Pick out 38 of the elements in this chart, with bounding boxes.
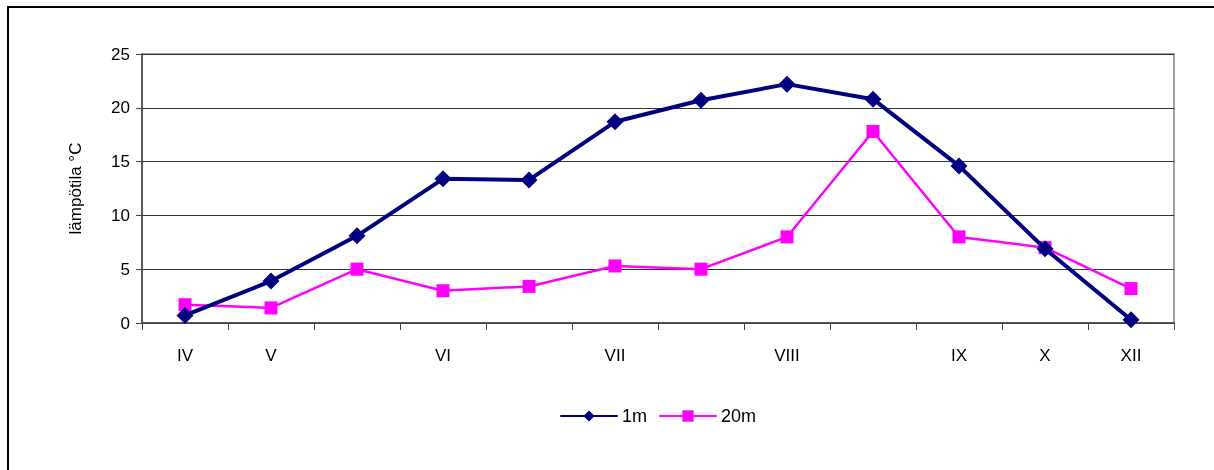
x-tick-label: V: [265, 346, 278, 365]
x-tick-label: IV: [176, 346, 194, 365]
point: [950, 157, 968, 175]
y-tick-label: 15: [111, 152, 130, 172]
y-tick-label: 0: [120, 313, 130, 333]
point: [608, 259, 622, 273]
point: [522, 279, 536, 293]
x-tick-label: VIII: [774, 346, 800, 365]
point: [1122, 311, 1140, 329]
legend-label: 1m: [622, 406, 648, 426]
point: [262, 272, 280, 290]
point: [606, 113, 624, 131]
y-tick-label: 25: [111, 44, 130, 64]
point: [520, 171, 538, 189]
point: [264, 301, 278, 315]
point: [780, 230, 794, 244]
y-axis-title: lämpötila °C: [66, 142, 85, 235]
point: [864, 90, 882, 108]
point: [1124, 282, 1138, 296]
legend-label: 20m: [721, 406, 757, 426]
point: [694, 262, 708, 276]
point: [348, 227, 366, 245]
point: [952, 230, 966, 244]
point: [692, 91, 710, 109]
y-tick-label: 20: [111, 98, 130, 118]
point: [434, 170, 452, 188]
x-tick-label: VI: [434, 346, 452, 365]
point: [866, 124, 880, 138]
x-tick-label: VII: [604, 346, 626, 365]
x-tick-label: X: [1039, 346, 1051, 365]
y-tick-label: 10: [111, 205, 130, 225]
point: [436, 284, 450, 298]
y-tick-label: 5: [120, 259, 130, 279]
point: [350, 262, 364, 276]
x-tick-label: XII: [1120, 346, 1142, 365]
x-tick-label: IX: [950, 346, 968, 365]
point: [778, 75, 796, 93]
point: [176, 306, 194, 324]
